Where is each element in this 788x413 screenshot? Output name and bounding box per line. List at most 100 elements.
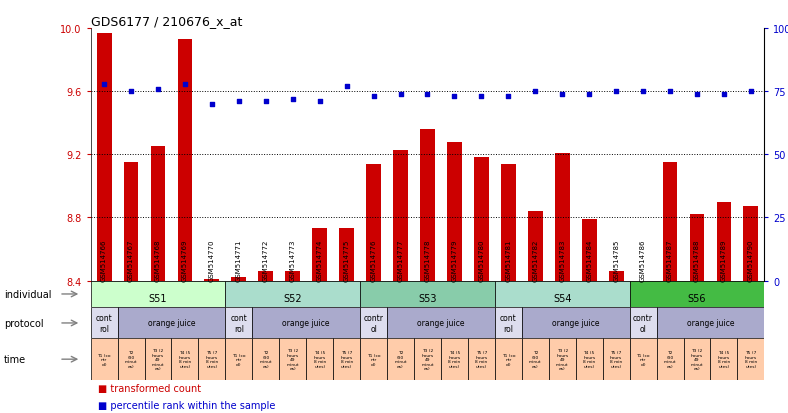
Bar bbox=[117, 339, 144, 380]
Text: T2
(90
minut
es): T2 (90 minut es) bbox=[529, 351, 541, 368]
Bar bbox=[743, 207, 758, 281]
Text: cont
rol: cont rol bbox=[500, 313, 517, 333]
Text: protocol: protocol bbox=[4, 318, 43, 328]
Text: GSM514767: GSM514767 bbox=[128, 238, 134, 281]
Text: T1 (co
ntr
ol): T1 (co ntr ol) bbox=[98, 353, 111, 366]
Text: T1 (co
ntr
ol): T1 (co ntr ol) bbox=[232, 353, 246, 366]
Point bbox=[232, 99, 245, 105]
Bar bbox=[495, 281, 630, 308]
Point bbox=[610, 88, 623, 95]
Bar bbox=[474, 158, 489, 281]
Bar bbox=[393, 150, 408, 281]
Point bbox=[663, 88, 676, 95]
Text: T5 (7
hours
8 min
utes): T5 (7 hours 8 min utes) bbox=[745, 351, 757, 368]
Point bbox=[448, 94, 461, 100]
Text: T5 (7
hours
8 min
utes): T5 (7 hours 8 min utes) bbox=[340, 351, 353, 368]
Text: GSM514779: GSM514779 bbox=[452, 238, 458, 281]
Bar bbox=[199, 339, 225, 380]
Text: orange juice: orange juice bbox=[282, 319, 330, 328]
Bar bbox=[91, 308, 117, 339]
Bar bbox=[576, 339, 603, 380]
Text: GSM514790: GSM514790 bbox=[748, 238, 754, 281]
Bar bbox=[711, 339, 738, 380]
Bar bbox=[656, 339, 683, 380]
Bar bbox=[501, 164, 516, 281]
Bar bbox=[333, 339, 360, 380]
Bar bbox=[91, 281, 225, 308]
Bar bbox=[124, 163, 139, 281]
Point bbox=[502, 94, 515, 100]
Bar bbox=[414, 339, 441, 380]
Text: GSM514788: GSM514788 bbox=[694, 238, 700, 281]
Point bbox=[367, 94, 380, 100]
Point bbox=[286, 96, 299, 103]
Text: time: time bbox=[4, 354, 26, 364]
Text: GSM514782: GSM514782 bbox=[532, 239, 538, 281]
Bar bbox=[522, 339, 548, 380]
Text: GSM514786: GSM514786 bbox=[640, 238, 646, 281]
Point bbox=[151, 86, 164, 93]
Text: T2
(90
minut
es): T2 (90 minut es) bbox=[125, 351, 137, 368]
Bar bbox=[225, 281, 360, 308]
Text: T1 (co
ntr
ol): T1 (co ntr ol) bbox=[367, 353, 381, 366]
Text: T3 (2
hours
49
minut
es): T3 (2 hours 49 minut es) bbox=[286, 348, 299, 370]
Bar bbox=[447, 142, 462, 281]
Text: S51: S51 bbox=[149, 293, 167, 303]
Bar bbox=[630, 308, 656, 339]
Bar bbox=[522, 308, 630, 339]
Text: T4 (5
hours
8 min
utes): T4 (5 hours 8 min utes) bbox=[718, 351, 730, 368]
Bar bbox=[582, 219, 597, 281]
Bar bbox=[279, 339, 307, 380]
Text: GSM514774: GSM514774 bbox=[317, 239, 323, 281]
Text: GDS6177 / 210676_x_at: GDS6177 / 210676_x_at bbox=[91, 15, 242, 28]
Bar bbox=[172, 339, 199, 380]
Bar bbox=[738, 339, 764, 380]
Point bbox=[745, 88, 757, 95]
Bar bbox=[630, 281, 764, 308]
Text: T5 (7
hours
8 min
utes): T5 (7 hours 8 min utes) bbox=[475, 351, 488, 368]
Point bbox=[125, 88, 137, 95]
Point bbox=[340, 83, 353, 90]
Text: GSM514780: GSM514780 bbox=[478, 238, 485, 281]
Text: GSM514771: GSM514771 bbox=[236, 238, 242, 281]
Bar bbox=[366, 164, 381, 281]
Point bbox=[179, 81, 191, 88]
Text: S56: S56 bbox=[688, 293, 706, 303]
Text: T2
(90
minut
es): T2 (90 minut es) bbox=[259, 351, 272, 368]
Text: T5 (7
hours
8 min
utes): T5 (7 hours 8 min utes) bbox=[206, 351, 218, 368]
Text: GSM514773: GSM514773 bbox=[290, 238, 296, 281]
Point bbox=[206, 101, 218, 108]
Text: GSM514781: GSM514781 bbox=[505, 238, 511, 281]
Text: GSM514778: GSM514778 bbox=[425, 238, 430, 281]
Bar bbox=[548, 339, 576, 380]
Text: individual: individual bbox=[4, 289, 51, 299]
Point bbox=[421, 91, 433, 98]
Text: T5 (7
hours
8 min
utes): T5 (7 hours 8 min utes) bbox=[610, 351, 623, 368]
Bar bbox=[144, 339, 172, 380]
Text: T3 (2
hours
49
minut
es): T3 (2 hours 49 minut es) bbox=[690, 348, 704, 370]
Bar bbox=[716, 202, 731, 281]
Text: T3 (2
hours
49
minut
es): T3 (2 hours 49 minut es) bbox=[556, 348, 569, 370]
Text: orange juice: orange juice bbox=[147, 319, 195, 328]
Text: contr
ol: contr ol bbox=[363, 313, 384, 333]
Bar bbox=[232, 278, 247, 281]
Bar bbox=[603, 339, 630, 380]
Bar bbox=[307, 339, 333, 380]
Text: GSM514772: GSM514772 bbox=[262, 239, 269, 281]
Text: T3 (2
hours
49
minut
es): T3 (2 hours 49 minut es) bbox=[151, 348, 165, 370]
Text: GSM514770: GSM514770 bbox=[209, 238, 215, 281]
Bar bbox=[117, 308, 225, 339]
Bar bbox=[495, 308, 522, 339]
Text: GSM514789: GSM514789 bbox=[721, 238, 727, 281]
Text: T2
(90
minut
es): T2 (90 minut es) bbox=[663, 351, 676, 368]
Point bbox=[259, 99, 272, 105]
Text: orange juice: orange juice bbox=[417, 319, 465, 328]
Text: GSM514777: GSM514777 bbox=[397, 238, 403, 281]
Bar bbox=[252, 339, 279, 380]
Bar bbox=[528, 211, 543, 281]
Text: GSM514768: GSM514768 bbox=[155, 238, 161, 281]
Bar bbox=[91, 339, 117, 380]
Bar bbox=[690, 215, 704, 281]
Point bbox=[475, 94, 488, 100]
Text: T1 (co
ntr
ol): T1 (co ntr ol) bbox=[637, 353, 650, 366]
